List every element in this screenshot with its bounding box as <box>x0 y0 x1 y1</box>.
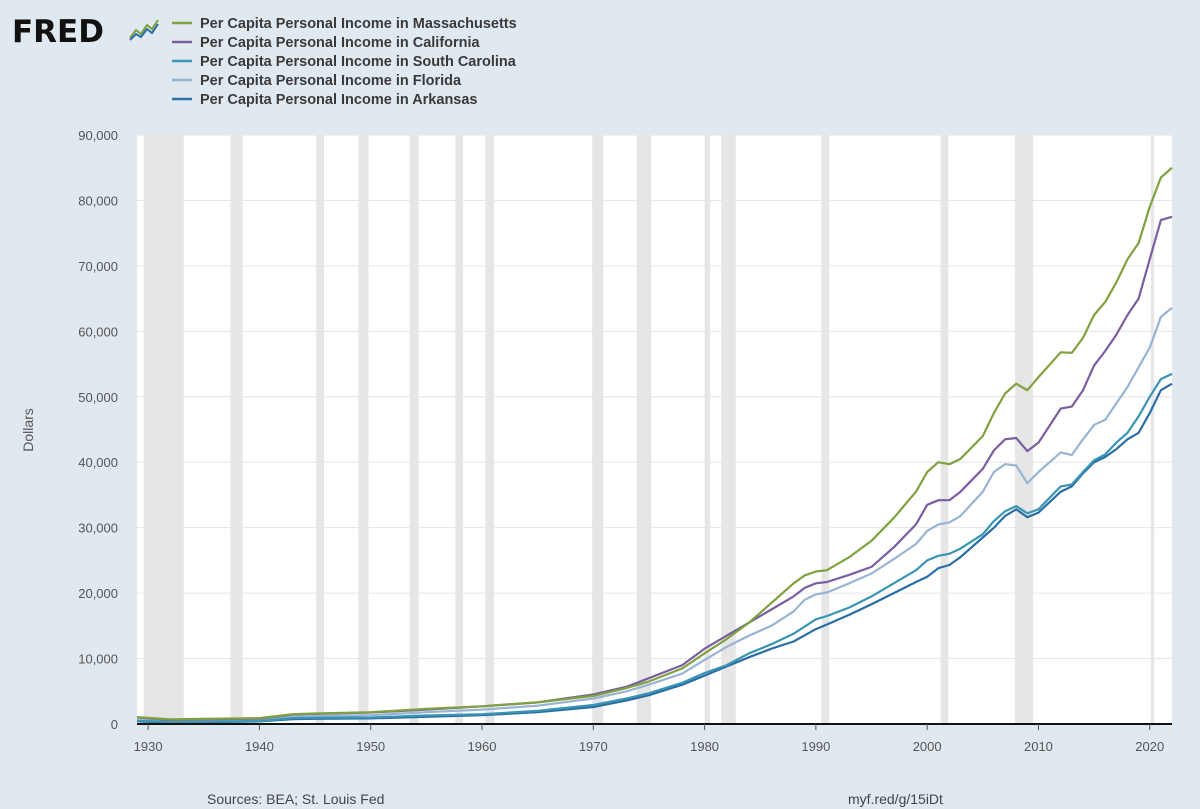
x-tick-label: 2000 <box>913 739 942 754</box>
recession-band-12 <box>940 135 949 724</box>
recession-band-1 <box>230 135 243 724</box>
x-tick-label: 1970 <box>579 739 608 754</box>
fred-logo-text: FRED <box>12 14 104 50</box>
series-line-south-carolina <box>136 372 1173 724</box>
recession-band-6 <box>485 135 495 724</box>
x-tick-label: 1950 <box>356 739 385 754</box>
recession-band-13 <box>1015 135 1033 724</box>
y-tick-label: 50,000 <box>78 390 118 405</box>
x-tick-label: 2020 <box>1135 739 1164 754</box>
y-tick-label: 0 <box>111 717 118 732</box>
recession-band-7 <box>592 135 604 724</box>
legend-label-south-carolina: Per Capita Personal Income in South Caro… <box>200 54 517 70</box>
chart-legend: Per Capita Personal Income in Massachuse… <box>172 16 517 108</box>
x-tick-label: 1930 <box>134 739 163 754</box>
y-tick-label: 10,000 <box>78 652 118 667</box>
y-axis-ticks: 0 10,000 20,000 30,000 40,000 50,000 60,000 70,… <box>78 128 118 732</box>
recession-band-3 <box>358 135 369 724</box>
x-tick-label: 1960 <box>468 739 497 754</box>
legend-label-california: Per Capita Personal Income in California <box>200 35 481 51</box>
y-tick-label: 30,000 <box>78 521 118 536</box>
footer-sources: Sources: BEA; St. Louis Fed <box>207 791 384 807</box>
y-axis-title: Dollars <box>20 408 36 452</box>
legend-label-massachusetts: Per Capita Personal Income in Massachuse… <box>200 16 517 32</box>
y-tick-label: 40,000 <box>78 455 118 470</box>
recession-band-9 <box>704 135 711 724</box>
fred-logo: FRED <box>12 14 159 50</box>
recession-band-5 <box>455 135 464 724</box>
line-graph-icon <box>129 19 159 41</box>
y-tick-label: 80,000 <box>78 193 118 208</box>
footer-link[interactable]: myf.red/g/15iDt <box>848 791 943 807</box>
x-tick-label: 1990 <box>801 739 830 754</box>
y-tick-label: 90,000 <box>78 128 118 143</box>
recession-band-10 <box>721 135 736 724</box>
series-line-florida <box>136 306 1173 723</box>
legend-label-florida: Per Capita Personal Income in Florida <box>200 73 462 89</box>
recession-band-0 <box>143 135 184 724</box>
gridlines <box>137 134 1172 660</box>
plot-area <box>137 135 1172 724</box>
recession-band-8 <box>636 135 652 724</box>
y-tick-label: 70,000 <box>78 259 118 274</box>
series-lines <box>136 166 1173 724</box>
recession-band-14 <box>1150 135 1155 724</box>
y-tick-label: 20,000 <box>78 586 118 601</box>
series-line-massachusetts <box>136 166 1173 721</box>
x-axis-ticks: 1930 1940 1950 1960 1970 1980 1990 2000 2010 2020 <box>134 724 1164 754</box>
x-tick-label: 1980 <box>690 739 719 754</box>
series-line-arkansas <box>136 382 1173 724</box>
y-tick-label: 60,000 <box>78 324 118 339</box>
legend-label-arkansas: Per Capita Personal Income in Arkansas <box>200 92 478 108</box>
x-tick-label: 1940 <box>245 739 274 754</box>
recession-bands <box>143 135 1155 724</box>
recession-band-4 <box>409 135 419 724</box>
recession-band-11 <box>821 135 830 724</box>
recession-band-2 <box>316 135 324 724</box>
x-tick-label: 2010 <box>1024 739 1053 754</box>
